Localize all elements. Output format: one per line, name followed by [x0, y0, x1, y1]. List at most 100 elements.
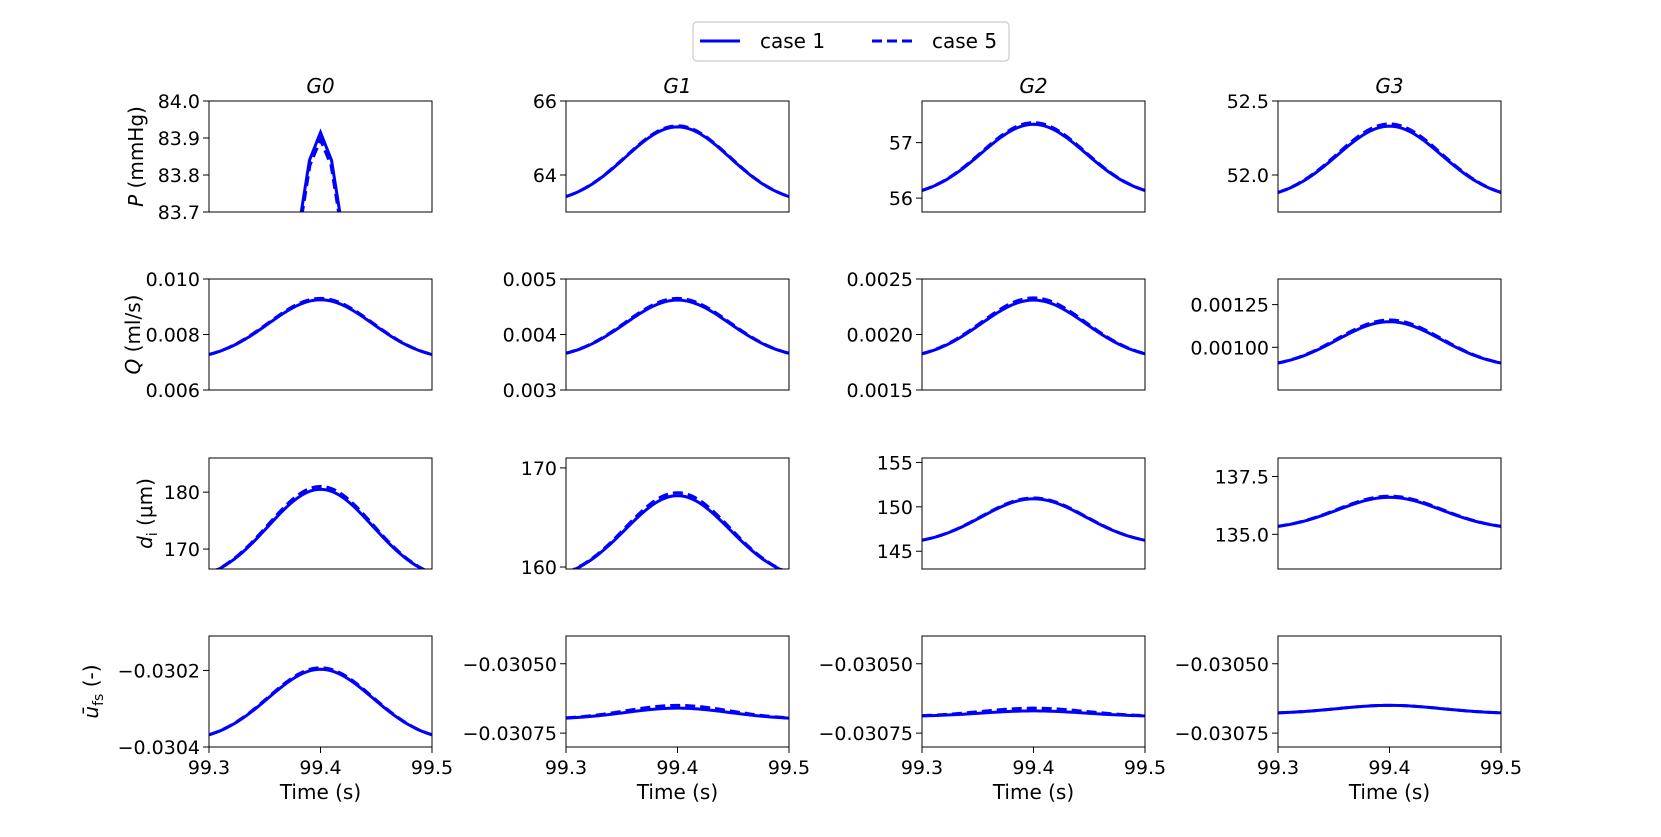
- panel-frame: [921, 635, 1146, 748]
- panel-frame: [921, 457, 1146, 570]
- x-tick-label: 99.5: [411, 757, 453, 779]
- y-tick-label: −0.03075: [463, 723, 558, 745]
- x-tick-label: 99.4: [299, 757, 341, 779]
- series-line-case1: [571, 494, 784, 569]
- y-axis-label-symbol: P: [124, 194, 148, 207]
- y-tick-label: 0.003: [503, 380, 557, 402]
- x-tick-label: 99.5: [768, 757, 810, 779]
- y-axis-label-unit: (μm): [133, 478, 157, 532]
- series-line-case5: [922, 706, 1145, 718]
- y-axis-label-row3: ūfs (-): [79, 664, 107, 718]
- panel-frame: [565, 100, 790, 213]
- y-tick-label: 137.5: [1215, 467, 1269, 489]
- y-tick-label: −0.03075: [819, 723, 914, 745]
- y-axis-label-unit: (ml/s): [121, 295, 145, 359]
- panel-r1-c0: 0.010 0.008 0.006: [146, 269, 433, 402]
- series-line-case5: [566, 296, 789, 355]
- y-tick-label: 52.0: [1227, 165, 1269, 187]
- series-line-case5: [922, 496, 1145, 542]
- x-tick-label: 99.4: [656, 757, 698, 779]
- y-tick-label: 64: [533, 165, 557, 187]
- series-line-case1: [209, 667, 432, 737]
- panel-r0-c2: 57 56 G2: [889, 74, 1146, 213]
- panel-r0-c0: 84.0 83.9 83.8 83.7 G0: [158, 74, 433, 224]
- x-tick-label: 99.3: [1257, 757, 1299, 779]
- y-axis-label-unit: (-): [79, 664, 103, 693]
- x-tick-label: 99.3: [188, 757, 230, 779]
- panel-frame: [1277, 635, 1502, 748]
- y-tick-label: 150: [877, 497, 913, 519]
- panel-title: G2: [1019, 74, 1047, 98]
- y-tick-label: −0.0304: [118, 737, 200, 759]
- panel-frame: [1277, 278, 1502, 391]
- panel-r2-c3: 137.5 135.0: [1215, 457, 1502, 570]
- panel-r0-c1: 66 64 G1: [533, 74, 790, 213]
- panel-r2-c1: 170 160: [521, 457, 790, 579]
- series-line-case5: [566, 703, 789, 720]
- series-line-case1: [299, 128, 342, 212]
- panel-frame: [921, 278, 1146, 391]
- panel-title: G1: [663, 74, 691, 98]
- panel-frame: [565, 278, 790, 391]
- y-tick-label: 145: [877, 541, 913, 563]
- legend-label-case5: case 5: [932, 29, 997, 53]
- series-line-case1: [1278, 495, 1501, 528]
- y-tick-label: 52.5: [1227, 91, 1269, 113]
- y-axis-label-subscript: fs: [91, 694, 107, 706]
- y-tick-label: −0.03050: [819, 654, 914, 676]
- y-axis-label-subscript: i: [145, 532, 161, 536]
- y-tick-label: 0.010: [146, 269, 200, 291]
- y-tick-label: 0.0020: [847, 325, 913, 347]
- y-tick-label: 170: [521, 458, 557, 480]
- series-line-case5: [1278, 318, 1501, 365]
- panel-frame: [208, 278, 433, 391]
- y-tick-label: 135.0: [1215, 524, 1269, 546]
- panel-r2-c2: 155 150 145: [877, 452, 1146, 570]
- panel-frame: [208, 100, 433, 213]
- series-line-case5: [300, 135, 341, 212]
- y-tick-label: 66: [533, 91, 557, 113]
- legend-label-case1: case 1: [760, 29, 825, 53]
- panel-frame: [1277, 457, 1502, 570]
- y-tick-label: 160: [521, 557, 557, 579]
- y-tick-label: 57: [889, 133, 913, 155]
- series-line-case5: [922, 296, 1145, 356]
- series-line-case1: [566, 125, 789, 199]
- series-line-case1: [1278, 320, 1501, 365]
- series-line-case1: [566, 298, 789, 355]
- y-tick-label: 0.00125: [1190, 295, 1269, 317]
- legend: case 1 case 5: [692, 21, 1010, 62]
- x-tick-label: 99.3: [545, 757, 587, 779]
- legend-frame: [692, 21, 1010, 62]
- panel-r3-c1: −0.03050 −0.03075 99.3 99.4 99.5 Time (s): [463, 635, 810, 804]
- y-axis-label-symbol: d: [133, 536, 157, 549]
- y-tick-label: 170: [164, 539, 200, 561]
- y-tick-label: 0.004: [503, 325, 557, 347]
- series-line-case1: [1278, 124, 1501, 194]
- x-tick-label: 99.5: [1480, 757, 1522, 779]
- y-tick-label: 0.005: [503, 269, 557, 291]
- series-line-case5: [1278, 494, 1501, 528]
- panel-frame: [208, 635, 433, 748]
- series-line-case1: [215, 487, 426, 569]
- x-axis-label: Time (s): [636, 780, 718, 804]
- y-tick-label: 0.0025: [847, 269, 913, 291]
- y-tick-label: 0.00100: [1190, 337, 1269, 359]
- x-tick-label: 99.4: [1012, 757, 1054, 779]
- panel-frame: [208, 457, 433, 570]
- x-axis-label: Time (s): [1348, 780, 1430, 804]
- y-tick-label: 83.7: [158, 202, 200, 224]
- y-axis-label-row2: di (μm): [133, 478, 161, 549]
- x-axis-label: Time (s): [279, 780, 361, 804]
- series-line-case1: [209, 298, 432, 357]
- y-tick-label: 56: [889, 188, 913, 210]
- y-axis-label-unit: (mmHg): [124, 106, 148, 195]
- y-tick-label: 180: [164, 482, 200, 504]
- y-tick-label: 0.006: [146, 380, 200, 402]
- y-tick-label: 0.0015: [847, 380, 913, 402]
- panel-frame: [565, 635, 790, 748]
- series-line-case5: [571, 491, 784, 569]
- y-tick-label: 0.008: [146, 325, 200, 347]
- panel-frame: [1277, 100, 1502, 213]
- series-line-case5: [214, 484, 427, 569]
